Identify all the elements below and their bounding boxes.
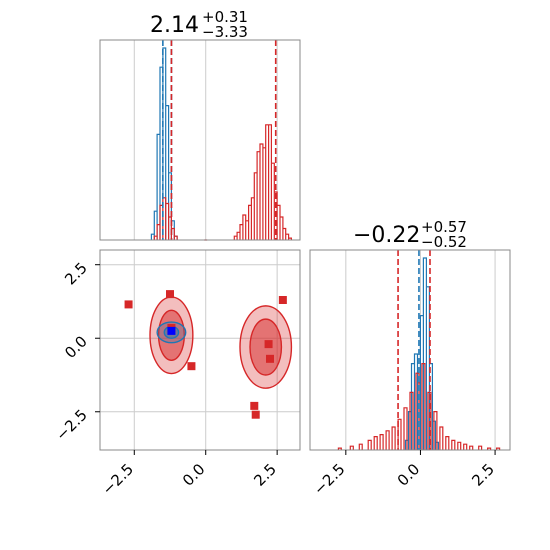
histogram-y-title-plus: +0.57 [421, 218, 467, 236]
scatter-2d-red-point [278, 296, 287, 304]
histogram-x-red-series [153, 124, 292, 241]
histogram-x-title-value: 2.14 [150, 13, 199, 38]
scatter-2d-red-point [187, 362, 196, 371]
histogram-y-panel: −2.5 0.0 2.5 −0.22 +0.57 −0.52 [309, 218, 511, 499]
histogram-y-xtick-label: 0.0 [394, 460, 424, 490]
histogram-x-title-minus: −3.33 [202, 23, 248, 41]
scatter-2d-xtick-label: 0.0 [179, 460, 209, 490]
scatter-2d-red-point [266, 354, 274, 363]
histogram-x-frame [99, 39, 301, 241]
scatter-2d-blue-point [167, 326, 176, 335]
histogram-x-title-plus: +0.31 [202, 8, 248, 26]
scatter-2d-panel: −2.5 0.0 2.5 −2.5 0.0 2.5 [52, 249, 301, 499]
histogram-y-xtick-label: 2.5 [468, 460, 498, 490]
scatter-2d-ytick-label: −2.5 [52, 406, 90, 444]
histogram-x-panel: 2.14 +0.31 −3.33 [99, 8, 301, 241]
histogram-y-title-minus: −0.52 [421, 233, 467, 251]
scatter-2d-red-point [264, 340, 273, 349]
histogram-y-red-series [337, 363, 501, 450]
scatter-2d-xtick-label: 2.5 [250, 460, 280, 490]
scatter-2d-red-point [251, 410, 260, 419]
scatter-2d-xtick-label: −2.5 [99, 460, 137, 498]
histogram-y-frame [309, 249, 511, 451]
histogram-x-blue-series [150, 47, 178, 240]
scatter-2d-red-point [124, 300, 133, 309]
scatter-2d-red-point [166, 290, 174, 299]
histogram-y-title-value: −0.22 [353, 223, 420, 248]
scatter-2d-ytick-label: 0.0 [61, 332, 91, 362]
histogram-y-xtick-label: −2.5 [310, 460, 348, 498]
scatter-2d-frame [99, 249, 301, 451]
scatter-2d-ytick-label: 2.5 [61, 259, 91, 289]
scatter-2d-red-point [250, 401, 259, 410]
